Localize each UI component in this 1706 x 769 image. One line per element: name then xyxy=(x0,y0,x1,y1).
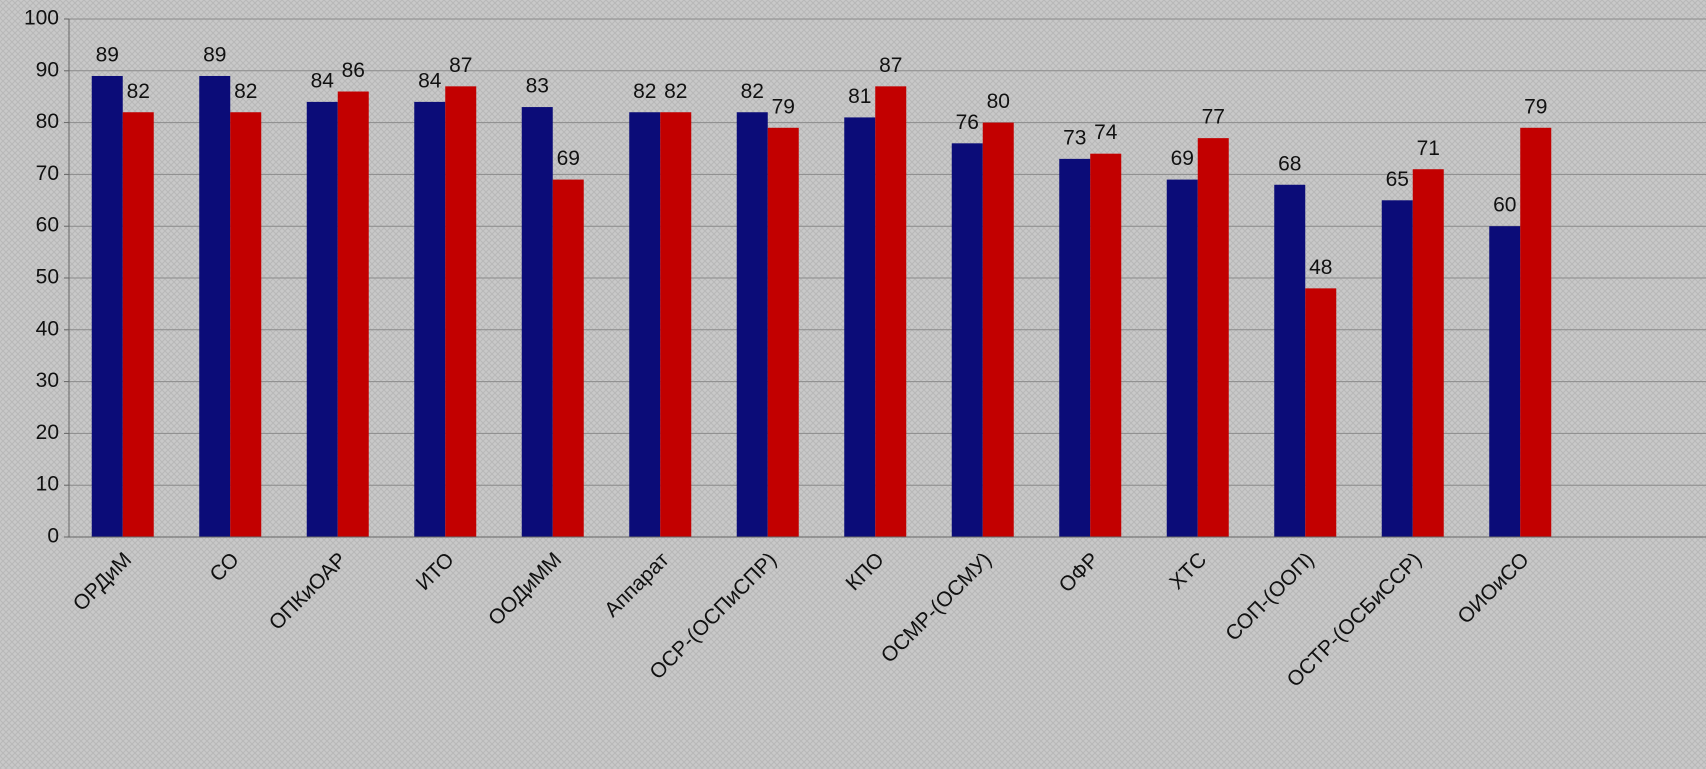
y-tick-label: 20 xyxy=(36,421,59,444)
value-label: 80 xyxy=(987,90,1010,113)
bar xyxy=(767,127,799,537)
y-tick-label: 50 xyxy=(36,266,59,289)
y-tick-label: 10 xyxy=(36,473,59,496)
bar xyxy=(875,86,907,537)
bar xyxy=(629,112,661,538)
value-label: 82 xyxy=(741,80,764,103)
value-label: 71 xyxy=(1417,137,1440,160)
y-tick-label: 30 xyxy=(36,369,59,392)
bar xyxy=(1489,226,1521,537)
bar xyxy=(445,86,477,537)
value-label: 48 xyxy=(1309,256,1332,279)
bar xyxy=(199,75,231,537)
value-label: 84 xyxy=(311,69,335,92)
value-label: 69 xyxy=(557,147,580,170)
value-label: 79 xyxy=(1524,95,1547,118)
bar xyxy=(552,179,584,537)
bar xyxy=(230,112,262,538)
value-label: 86 xyxy=(342,59,365,82)
bar xyxy=(1274,184,1306,537)
y-tick-label: 70 xyxy=(36,162,59,185)
value-label: 82 xyxy=(633,80,656,103)
bar xyxy=(1412,169,1444,537)
bar xyxy=(736,112,768,538)
bar xyxy=(982,122,1014,537)
y-tick-label: 60 xyxy=(36,214,59,237)
value-label: 84 xyxy=(418,69,442,92)
bar xyxy=(306,101,338,537)
y-tick-label: 40 xyxy=(36,317,59,340)
value-label: 89 xyxy=(96,44,119,67)
bar xyxy=(1059,158,1091,538)
y-tick-label: 80 xyxy=(36,110,59,133)
value-label: 69 xyxy=(1171,147,1194,170)
bar xyxy=(521,107,553,537)
value-label: 65 xyxy=(1386,168,1409,191)
bar xyxy=(1381,200,1413,538)
y-tick-label: 90 xyxy=(36,58,59,81)
value-label: 81 xyxy=(848,85,871,108)
bar xyxy=(1305,288,1337,537)
value-label: 82 xyxy=(664,80,687,103)
value-label: 87 xyxy=(449,54,472,77)
bar xyxy=(122,112,154,538)
bar xyxy=(337,91,369,538)
bar xyxy=(91,75,123,537)
bar xyxy=(1166,179,1198,537)
value-label: 76 xyxy=(956,111,979,134)
bar xyxy=(660,112,692,538)
value-label: 82 xyxy=(234,80,257,103)
bar xyxy=(1197,138,1229,537)
y-tick-label: 0 xyxy=(47,525,59,548)
bar xyxy=(1520,127,1552,537)
value-label: 73 xyxy=(1063,126,1086,149)
value-label: 79 xyxy=(772,95,795,118)
bar xyxy=(844,117,876,538)
value-label: 74 xyxy=(1094,121,1118,144)
value-label: 60 xyxy=(1493,194,1516,217)
value-label: 82 xyxy=(127,80,150,103)
bar xyxy=(414,101,446,537)
bar xyxy=(951,143,983,537)
value-label: 68 xyxy=(1278,152,1301,175)
value-label: 87 xyxy=(879,54,902,77)
value-label: 77 xyxy=(1202,106,1225,129)
bar xyxy=(1090,153,1122,537)
value-label: 83 xyxy=(526,75,549,98)
y-tick-label: 100 xyxy=(24,7,59,30)
value-label: 89 xyxy=(203,44,226,67)
